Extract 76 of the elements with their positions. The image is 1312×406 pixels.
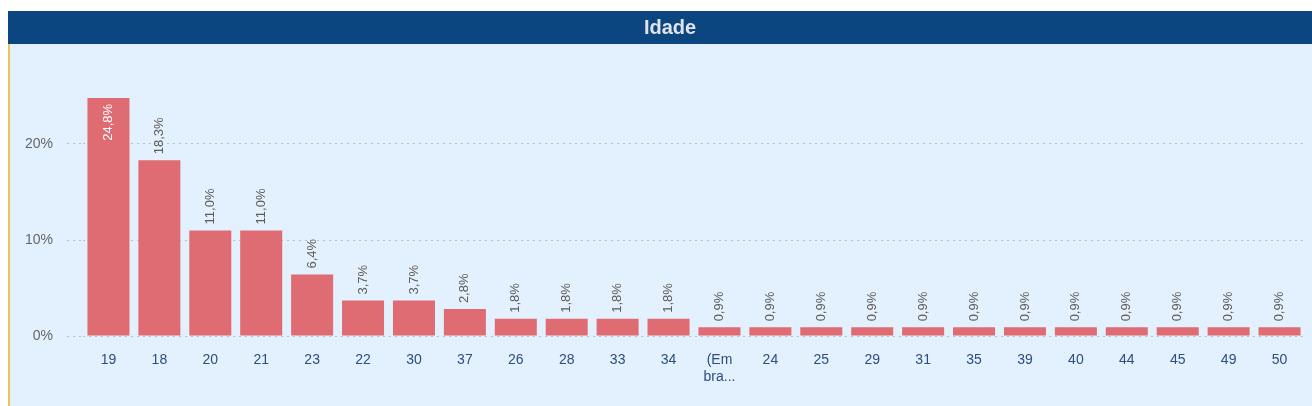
bar xyxy=(1054,327,1097,336)
x-tick-label: 50 xyxy=(1271,351,1288,368)
x-tick-label: 29 xyxy=(864,351,881,368)
data-label: 11,0% xyxy=(252,188,268,225)
data-label: 3,7% xyxy=(405,264,421,295)
x-tick-label: 39 xyxy=(1017,351,1033,368)
data-label: 24,8% xyxy=(100,103,116,141)
data-label: 0,9% xyxy=(1169,291,1185,322)
x-tick-label: 44 xyxy=(1119,351,1135,368)
x-tick-label: 37 xyxy=(457,351,473,368)
x-tick-label: 49 xyxy=(1220,351,1237,368)
data-label: 1,8% xyxy=(609,282,625,313)
y-tick-label: 10% xyxy=(24,230,53,247)
x-tick-label: 25 xyxy=(813,351,830,368)
x-tick-label: 26 xyxy=(508,351,524,368)
x-tick-label: 33 xyxy=(609,351,626,368)
bar xyxy=(494,318,537,336)
data-label: 2,8% xyxy=(456,273,472,304)
y-tick-label: 20% xyxy=(24,134,53,151)
x-tick-label: 23 xyxy=(304,351,321,368)
x-tick-label: 20 xyxy=(202,351,219,368)
bar xyxy=(545,318,588,336)
x-tick-label: 18 xyxy=(151,351,168,368)
bar xyxy=(902,327,945,336)
chart-title: Idade xyxy=(8,11,1312,44)
bar xyxy=(647,318,690,336)
bar xyxy=(1258,327,1301,336)
bar xyxy=(800,327,843,336)
data-label: 1,8% xyxy=(558,282,574,313)
bar xyxy=(596,318,639,336)
bar xyxy=(851,327,894,336)
data-label: 18,3% xyxy=(150,117,166,155)
bar xyxy=(749,327,792,336)
data-label: 11,0% xyxy=(201,188,217,225)
data-label: 0,9% xyxy=(863,291,879,322)
x-tick-label: 21 xyxy=(253,351,270,368)
x-tick-label: 30 xyxy=(406,351,422,368)
x-tick-label: 28 xyxy=(558,351,575,368)
data-label: 0,9% xyxy=(761,291,777,322)
data-label: 3,7% xyxy=(354,264,370,295)
bar xyxy=(138,160,181,336)
x-tick-label: 19 xyxy=(100,351,117,368)
data-label: 0,9% xyxy=(1016,291,1032,322)
y-tick-label: 0% xyxy=(32,326,53,343)
data-label: 0,9% xyxy=(1220,291,1236,322)
bar xyxy=(1105,327,1148,336)
data-label: 6,4% xyxy=(303,238,319,269)
bar xyxy=(1207,327,1250,336)
data-label: 1,8% xyxy=(660,282,676,313)
data-label: 0,9% xyxy=(965,291,981,322)
bar xyxy=(240,230,283,336)
bar xyxy=(953,327,996,336)
bar xyxy=(443,309,486,336)
bar xyxy=(698,327,741,336)
data-label: 0,9% xyxy=(914,291,930,322)
bar xyxy=(1156,327,1199,336)
bar xyxy=(1003,327,1046,336)
data-label: 0,9% xyxy=(812,291,828,322)
x-tick-label: 22 xyxy=(355,351,372,368)
bar xyxy=(291,274,334,336)
bar xyxy=(189,230,232,336)
x-tick-label: 34 xyxy=(660,351,677,368)
x-tick-label: (Em bra... xyxy=(703,351,736,385)
data-label: 0,9% xyxy=(1118,291,1134,322)
x-tick-label: 31 xyxy=(915,351,932,368)
x-tick-label: 40 xyxy=(1068,351,1084,368)
bar xyxy=(87,97,130,336)
data-label: 1,8% xyxy=(507,282,523,313)
x-tick-label: 45 xyxy=(1169,351,1186,368)
data-label: 0,9% xyxy=(1067,291,1083,322)
bar xyxy=(392,300,435,336)
data-label: 0,9% xyxy=(711,291,727,322)
bar xyxy=(342,300,385,336)
data-label: 0,9% xyxy=(1271,291,1287,322)
x-tick-label: 35 xyxy=(966,351,983,368)
x-tick-label: 24 xyxy=(762,351,779,368)
